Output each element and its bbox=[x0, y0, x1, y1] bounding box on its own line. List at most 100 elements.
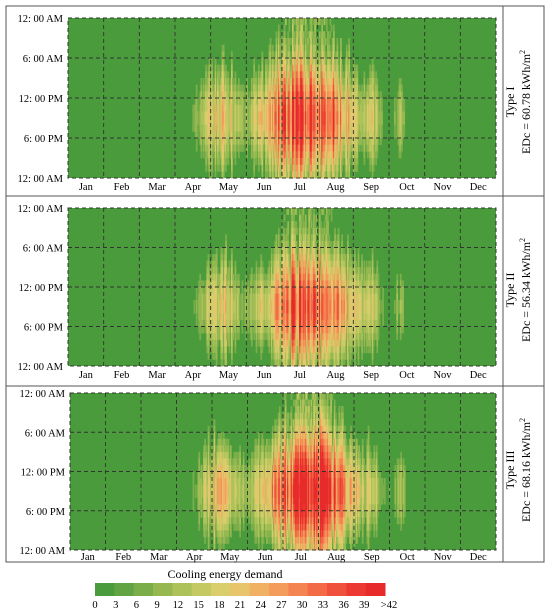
heatmap-cell bbox=[263, 124, 266, 132]
heatmap-cell bbox=[221, 111, 224, 119]
heatmap-cell bbox=[324, 319, 327, 327]
heatmap-cell bbox=[367, 273, 369, 281]
heatmap-cell bbox=[363, 111, 366, 119]
heatmap-cell bbox=[299, 254, 301, 262]
heatmap-cell bbox=[300, 214, 302, 222]
heatmap-cell bbox=[325, 118, 328, 126]
heatmap-cell bbox=[311, 300, 314, 308]
heatmap-border bbox=[67, 17, 497, 179]
heatmap-cell bbox=[299, 64, 301, 72]
heatmap-cell bbox=[241, 118, 244, 126]
heatmap-cell bbox=[207, 287, 210, 294]
heatmap-cell bbox=[216, 319, 219, 327]
heatmap-cell bbox=[342, 118, 345, 126]
heatmap-cell bbox=[372, 339, 375, 347]
heatmap-cell bbox=[336, 260, 339, 268]
heatmap-cell bbox=[369, 164, 372, 172]
heatmap-cell bbox=[223, 306, 226, 314]
heatmap-cell bbox=[202, 300, 205, 308]
heatmap-cell bbox=[249, 131, 252, 139]
heatmap-cell bbox=[294, 98, 297, 106]
heatmap-cell bbox=[335, 164, 338, 172]
heatmap-cell bbox=[299, 287, 301, 294]
heatmap-cell bbox=[351, 158, 354, 166]
heatmap-cell bbox=[218, 78, 220, 86]
heatmap-cell bbox=[341, 339, 343, 347]
heatmap-cell bbox=[239, 313, 241, 321]
heatmap-cell bbox=[295, 151, 298, 159]
heatmap-cell bbox=[323, 71, 326, 79]
heatmap-cell bbox=[367, 111, 369, 119]
heatmap-cell bbox=[372, 151, 375, 159]
heatmap-cell bbox=[223, 104, 226, 112]
heatmap-cell bbox=[243, 118, 246, 126]
heatmap-cell bbox=[254, 287, 257, 294]
heatmap-cell bbox=[268, 267, 271, 275]
heatmap-cell bbox=[333, 247, 335, 255]
heatmap-cell bbox=[275, 38, 278, 46]
heatmap-cell bbox=[233, 300, 236, 308]
heatmap-cell bbox=[234, 293, 237, 301]
heatmap-cell bbox=[304, 306, 307, 314]
heatmap-cell bbox=[399, 144, 402, 152]
heatmap-cell bbox=[335, 247, 338, 255]
heatmap-cell bbox=[322, 240, 325, 248]
heatmap-cell bbox=[277, 91, 280, 99]
heatmap-cell bbox=[266, 333, 268, 341]
heatmap-cell bbox=[214, 144, 217, 152]
heatmap-cell bbox=[221, 293, 224, 301]
heatmap-cell bbox=[211, 84, 213, 92]
heatmap-cell bbox=[347, 240, 349, 248]
heatmap-cell bbox=[221, 346, 224, 354]
heatmap-cell bbox=[245, 280, 247, 288]
heatmap-cell bbox=[314, 293, 317, 301]
heatmap-cell bbox=[299, 124, 301, 132]
heatmap-cell bbox=[349, 84, 352, 92]
heatmap-cell bbox=[277, 38, 280, 46]
heatmap-cell bbox=[331, 78, 334, 86]
heatmap-cell bbox=[279, 280, 281, 288]
heatmap-cell bbox=[286, 84, 288, 92]
heatmap-cell bbox=[364, 287, 367, 294]
heatmap-cell bbox=[333, 359, 335, 367]
heatmap-cell bbox=[325, 326, 328, 334]
heatmap-cell bbox=[202, 91, 205, 99]
heatmap-cell bbox=[365, 339, 368, 347]
heatmap-cell bbox=[301, 319, 304, 327]
heatmap-cell bbox=[348, 98, 351, 106]
heatmap-cell bbox=[215, 300, 218, 308]
heatmap-cell bbox=[261, 51, 264, 59]
heatmap-cell bbox=[337, 98, 340, 106]
heatmap-cell bbox=[195, 124, 198, 132]
heatmap-cell bbox=[214, 352, 217, 360]
heatmap-cell bbox=[308, 138, 311, 146]
heatmap-cell bbox=[327, 333, 329, 341]
heatmap-cell bbox=[358, 280, 361, 288]
heatmap-cell bbox=[303, 227, 306, 235]
heatmap-cell bbox=[310, 131, 313, 139]
heatmap-cell bbox=[294, 227, 297, 235]
heatmap-cell bbox=[270, 84, 273, 92]
heatmap-cell bbox=[200, 319, 203, 327]
heatmap-cell bbox=[342, 273, 345, 281]
heatmap-cell bbox=[229, 287, 232, 294]
heatmap-cell bbox=[328, 38, 331, 46]
heatmap-cell bbox=[265, 158, 267, 166]
heatmap-cell bbox=[288, 38, 291, 46]
heatmap-cell bbox=[274, 51, 277, 59]
heatmap-cell bbox=[293, 280, 295, 288]
heatmap-cell bbox=[314, 221, 317, 229]
heatmap-cell bbox=[296, 44, 299, 52]
heatmap-cell bbox=[252, 287, 254, 294]
heatmap-cell bbox=[321, 124, 324, 132]
heatmap-cell bbox=[286, 287, 288, 294]
heatmap-cell bbox=[377, 319, 380, 327]
heatmap-cell bbox=[348, 346, 351, 354]
heatmap-cell bbox=[252, 144, 254, 152]
heatmap-cell bbox=[253, 111, 256, 119]
heatmap-cell bbox=[325, 214, 328, 222]
heatmap-cell bbox=[287, 352, 290, 360]
heatmap-cell bbox=[306, 267, 308, 275]
heatmap-cell bbox=[205, 287, 207, 294]
heatmap-cell bbox=[282, 260, 285, 268]
